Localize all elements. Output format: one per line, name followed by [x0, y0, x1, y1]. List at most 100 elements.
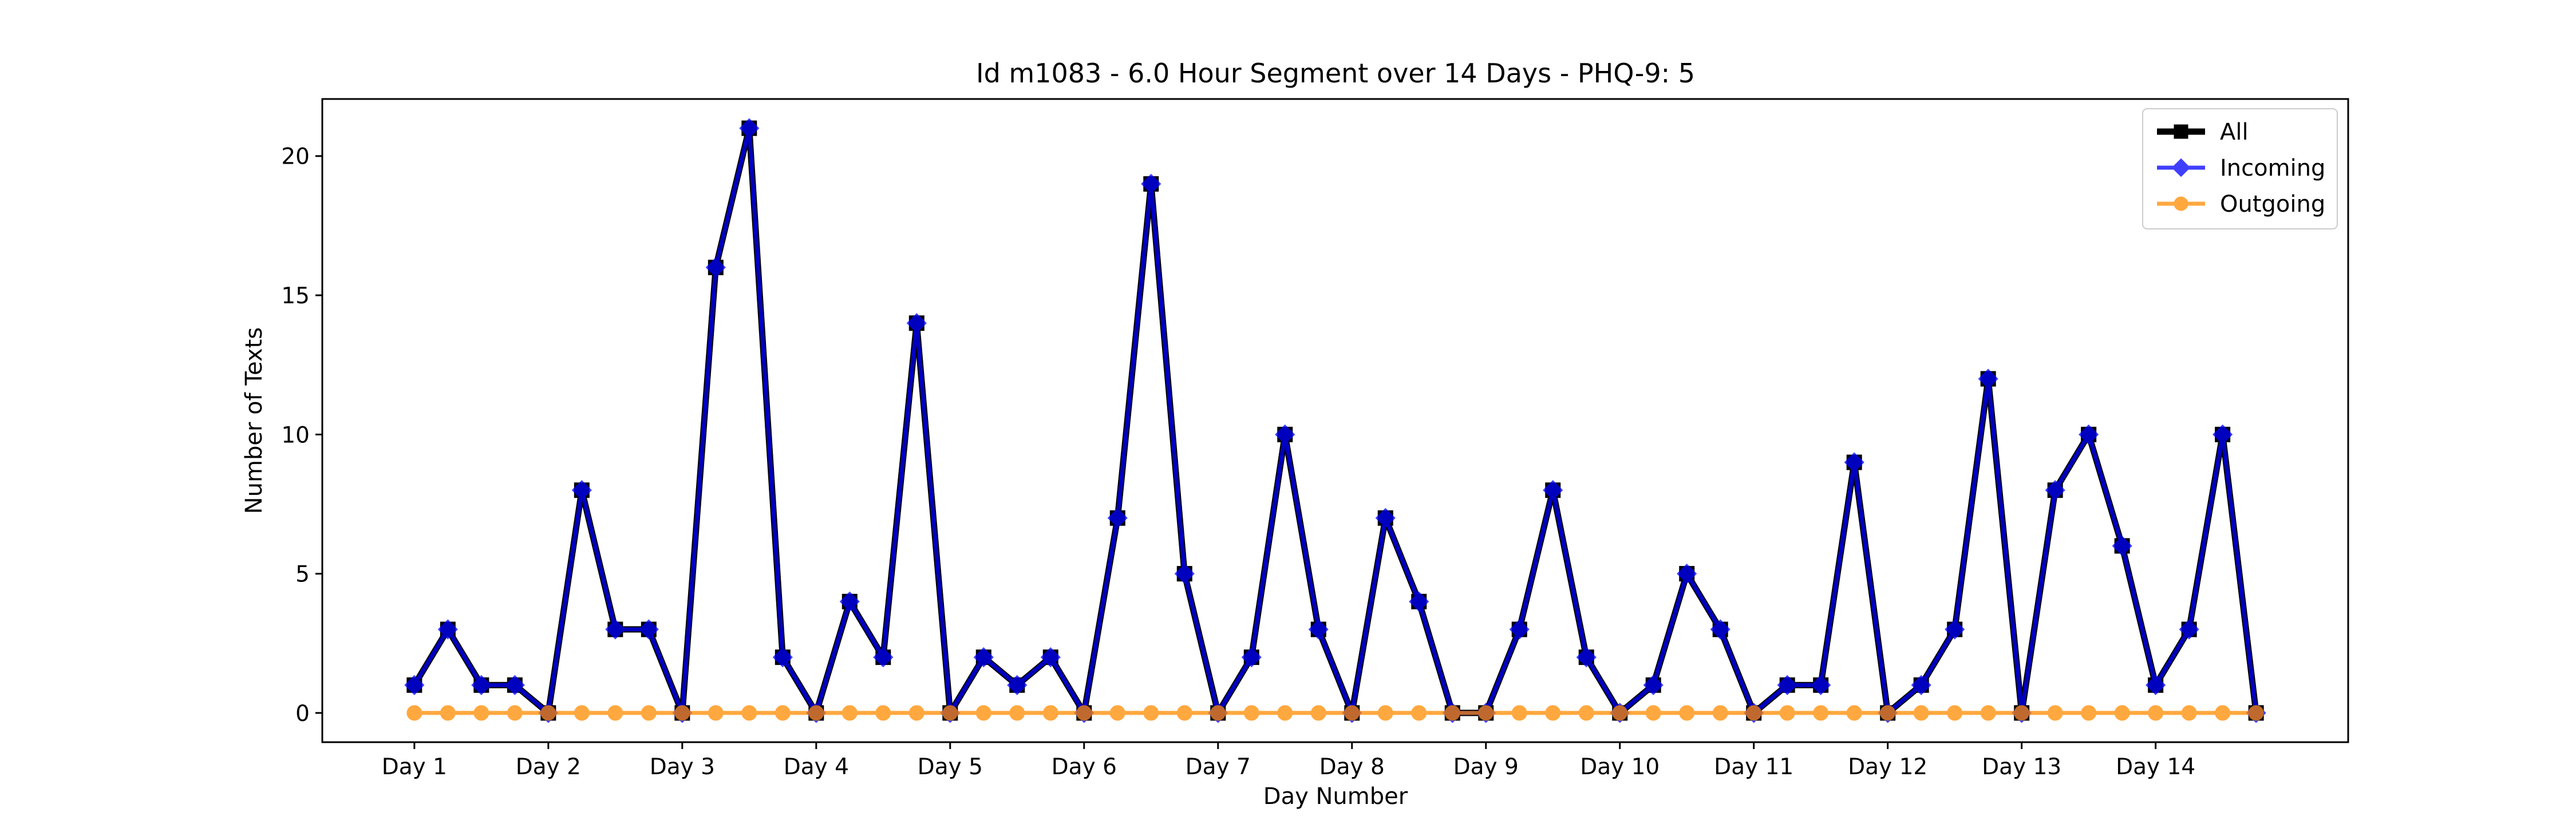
data-point: [1241, 647, 1262, 668]
data-point: [1677, 564, 1697, 584]
data-point: [1210, 705, 1226, 721]
data-point: [1777, 675, 1797, 695]
data-point: [1746, 705, 1762, 721]
data-point: [1779, 705, 1795, 721]
data-point: [2079, 424, 2099, 445]
legend-label: All: [2220, 119, 2249, 145]
data-point: [473, 705, 489, 721]
data-point: [1444, 705, 1460, 721]
data-point: [574, 705, 590, 721]
data-point: [2148, 705, 2164, 721]
legend-item: [2157, 158, 2205, 177]
data-point: [504, 675, 525, 695]
data-point: [839, 591, 860, 612]
y-tick-label: 10: [281, 422, 310, 448]
data-point: [1308, 619, 1329, 640]
data-point: [1710, 619, 1730, 640]
x-tick-label: Day 11: [1714, 754, 1793, 780]
x-tick-label: Day 14: [2116, 754, 2195, 780]
data-point: [775, 705, 791, 721]
data-point: [571, 480, 592, 501]
series-incoming: [404, 118, 2266, 723]
x-tick-label: Day 9: [1453, 754, 1519, 780]
data-point: [605, 619, 626, 640]
data-point: [1042, 705, 1058, 721]
data-point: [741, 705, 757, 721]
data-point: [2248, 705, 2264, 721]
data-point: [2081, 705, 2097, 721]
data-point: [507, 705, 523, 721]
data-point: [2179, 619, 2199, 640]
x-tick-label: Day 10: [1580, 754, 1660, 780]
data-point: [875, 705, 891, 721]
data-point: [2215, 705, 2231, 721]
series-line: [412, 126, 2258, 715]
data-point: [1007, 675, 1028, 695]
data-point: [1911, 675, 1931, 695]
data-point: [705, 257, 726, 278]
legend-label: Incoming: [2220, 155, 2325, 181]
data-point: [739, 118, 760, 138]
data-point: [1478, 705, 1494, 721]
data-point: [2114, 705, 2130, 721]
legend-item: [2157, 124, 2205, 139]
data-point: [2045, 480, 2065, 501]
legend-marker: [2174, 196, 2188, 211]
data-point: [1040, 647, 1061, 668]
data-point: [908, 705, 924, 721]
data-point: [1980, 705, 1996, 721]
legend-item: [2157, 196, 2205, 211]
data-point: [1076, 705, 1092, 721]
x-axis: Day 1 Day 2 Day 3 Day 4 Day 5 Day 6 Day 7 Day 8…: [382, 742, 2195, 780]
data-point: [942, 705, 958, 721]
y-axis: 0 5 10 15 20: [281, 144, 322, 727]
data-point: [1945, 619, 1965, 640]
data-point: [1277, 705, 1293, 721]
data-point: [1143, 705, 1159, 721]
data-point: [841, 705, 858, 721]
data-point: [1811, 675, 1831, 695]
data-point: [1509, 619, 1530, 640]
data-point: [1174, 564, 1195, 584]
data-point: [808, 705, 824, 721]
data-point: [1344, 705, 1360, 721]
data-point: [406, 705, 422, 721]
legend-marker: [2174, 124, 2188, 139]
legend-marker: [2171, 158, 2191, 177]
data-point: [1880, 705, 1896, 721]
data-point: [1978, 369, 1998, 389]
y-tick-label: 0: [295, 701, 310, 727]
series-outgoing: [406, 705, 2264, 721]
plot-area: [404, 118, 2266, 723]
legend-box: [2142, 108, 2338, 229]
x-axis-label: Day Number: [1263, 783, 1408, 810]
x-tick-label: Day 5: [918, 754, 983, 780]
data-point: [2212, 424, 2233, 445]
data-point: [772, 647, 793, 668]
x-tick-label: Day 3: [650, 754, 715, 780]
data-point: [440, 705, 456, 721]
data-point: [906, 313, 927, 334]
data-point: [607, 705, 623, 721]
data-point: [2181, 705, 2197, 721]
data-point: [1109, 705, 1125, 721]
data-point: [873, 647, 894, 668]
data-point: [1411, 705, 1427, 721]
data-point: [708, 705, 724, 721]
data-point: [2146, 675, 2166, 695]
series-layer: [404, 118, 2266, 723]
data-point: [437, 619, 458, 640]
data-point: [1913, 705, 1929, 721]
data-point: [2112, 536, 2132, 556]
data-point: [540, 705, 556, 721]
x-tick-label: Day 8: [1319, 754, 1385, 780]
data-point: [638, 619, 659, 640]
x-tick-label: Day 2: [516, 754, 581, 780]
data-point: [1844, 452, 1864, 473]
data-point: [2014, 705, 2030, 721]
data-point: [2047, 705, 2063, 721]
data-point: [1543, 480, 1563, 501]
data-point: [1813, 705, 1829, 721]
data-point: [404, 675, 425, 695]
